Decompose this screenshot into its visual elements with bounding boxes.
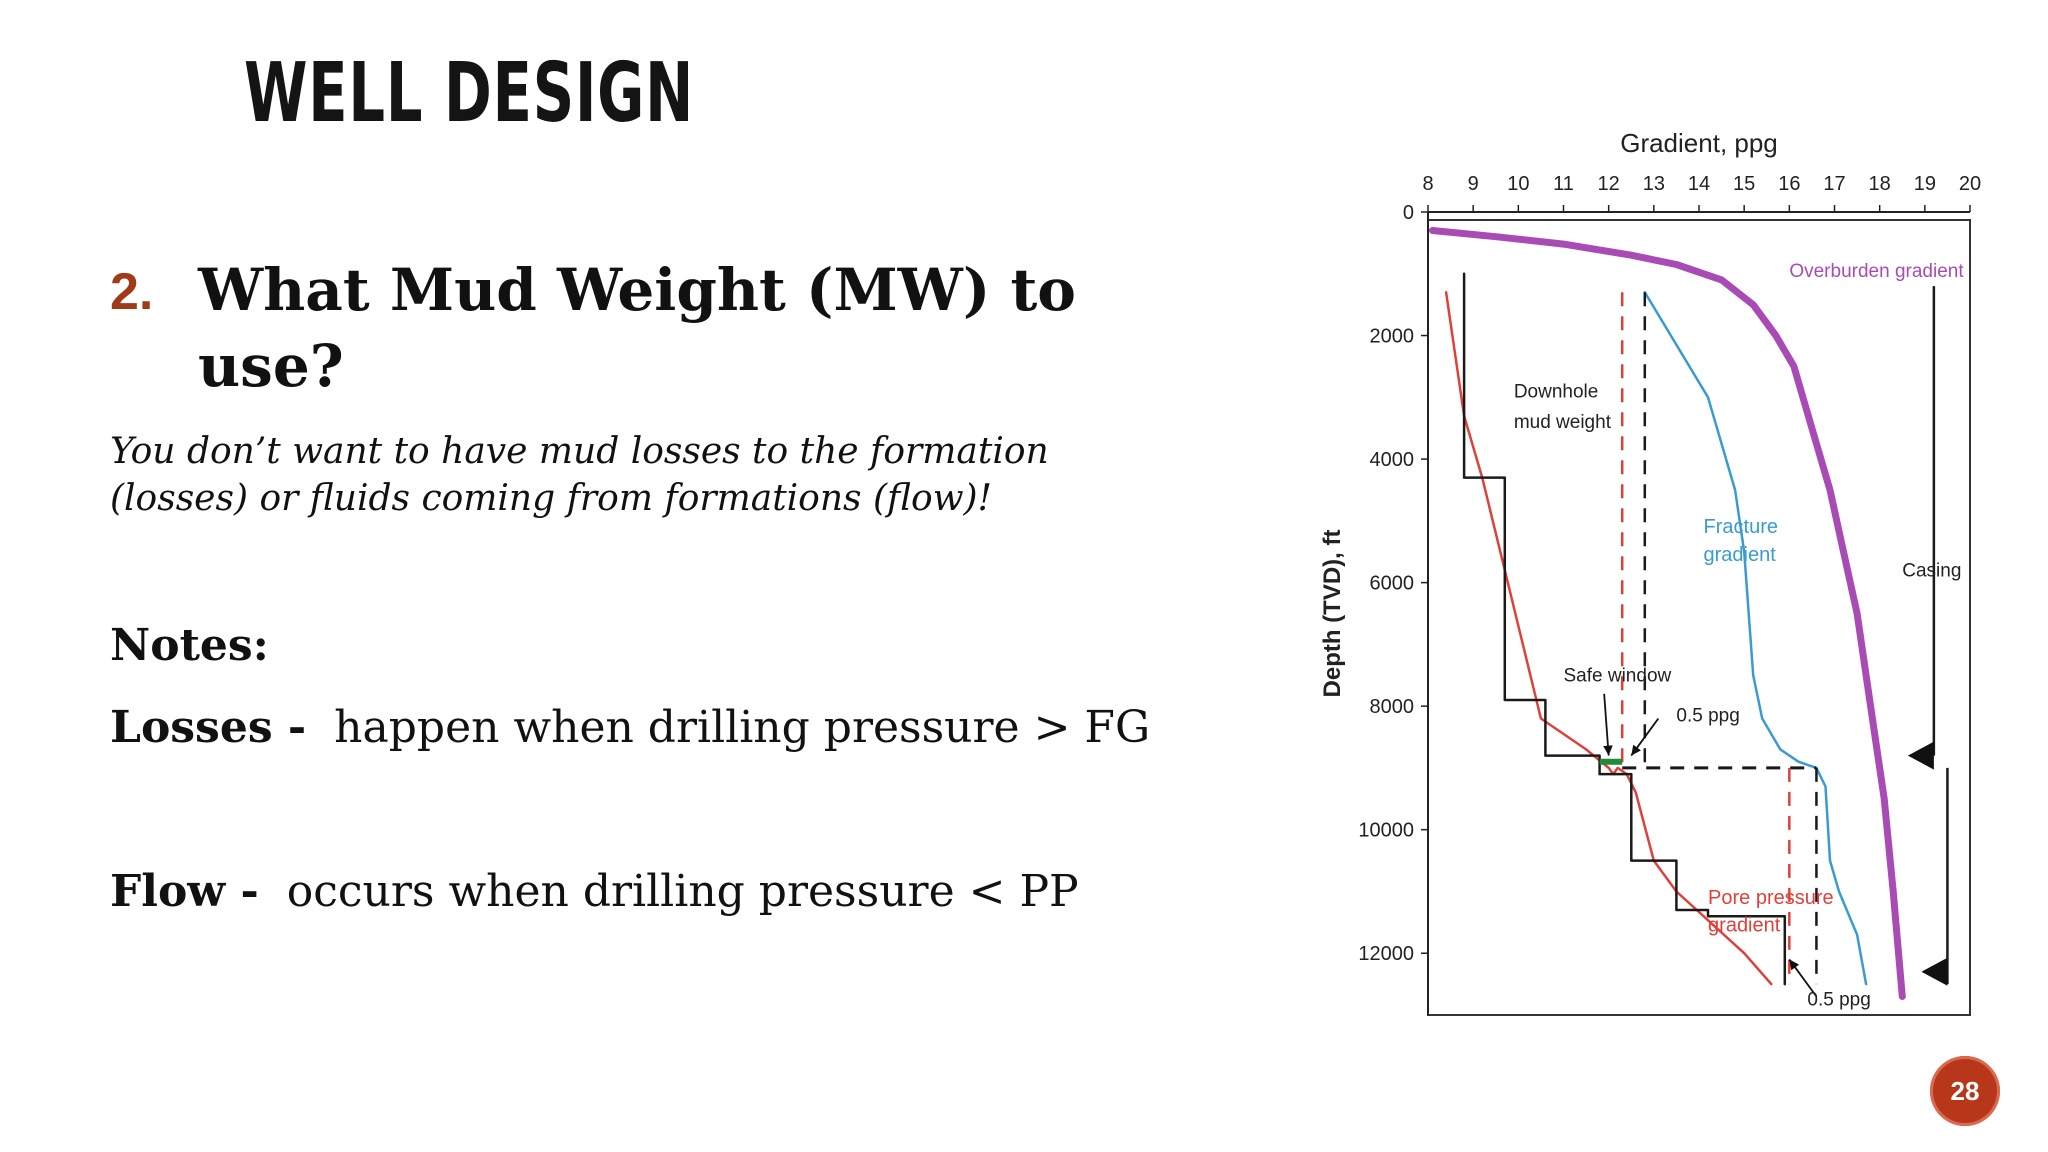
x-tick-label: 18: [1869, 173, 1891, 195]
safe-window-arrow-head: [1603, 745, 1613, 756]
overburden-gradient-line: [1429, 227, 1906, 1000]
notes-heading: Notes:: [110, 620, 269, 671]
x-tick-label: 11: [1553, 173, 1574, 195]
fracture-gradient-line: [1643, 291, 1868, 986]
y-axis-title: Depth (TVD), ft: [1319, 530, 1346, 698]
y-tick-label: 8000: [1370, 696, 1415, 718]
flow-text: occurs when drilling pressure < PP: [286, 866, 1079, 917]
plot-frame: [1427, 219, 1971, 1016]
x-tick-label: 19: [1914, 173, 1936, 195]
x-tick-label: 8: [1422, 173, 1433, 195]
y-tick-label: 4000: [1370, 449, 1415, 471]
upper-margin-arrow-head: [1631, 744, 1641, 756]
lower-margin-arrow-head: [1789, 959, 1800, 971]
flow-note: Flow - occurs when drilling pressure < P…: [110, 866, 1079, 917]
annotation-0-5-ppg: 0.5 ppg: [1807, 990, 1870, 1011]
x-tick-label: 16: [1778, 173, 1800, 195]
x-tick-label: 15: [1733, 173, 1755, 195]
annotation-pore-pressure: Pore pressure: [1708, 887, 1834, 909]
losses-text: happen when drilling pressure > FG: [334, 702, 1151, 753]
x-tick-label: 20: [1959, 173, 1981, 195]
losses-note: Losses - happen when drilling pressure >…: [110, 702, 1150, 753]
x-tick-label: 10: [1507, 173, 1529, 195]
page-number-badge: 28: [1930, 1056, 2000, 1126]
annotation-downhole: Downhole: [1514, 381, 1599, 402]
chart-labels-layer: Overburden gradient Downhole mud weight Fra…: [1514, 261, 1965, 1011]
annotation-mud-weight: mud weight: [1514, 412, 1612, 433]
point-question: What Mud Weight (MW) to use?: [198, 256, 1076, 400]
losses-term: Losses -: [110, 702, 307, 753]
safe-window-arrow: [1603, 693, 1610, 756]
point-subtext: You don’t want to have mud losses to the…: [110, 431, 1049, 519]
point-number: 2.: [110, 263, 154, 321]
y-tick-label: 6000: [1370, 573, 1415, 595]
annotation-0-5-ppg: 0.5 ppg: [1676, 706, 1739, 727]
slide-title: WELL DESIGN: [244, 46, 695, 141]
downhole-mud-weight-line: [1462, 272, 1787, 986]
chart-series-layer: [1429, 227, 1949, 1000]
annotation-fracture: Fracture: [1704, 516, 1778, 538]
y-tick-label: 2000: [1370, 326, 1415, 348]
annotation-safe-window: Safe window: [1564, 665, 1672, 686]
annotation-gradient: gradient: [1708, 915, 1781, 937]
x-tick-label: 14: [1688, 173, 1710, 195]
x-tick-label: 17: [1823, 173, 1845, 195]
casing-shoe-lower: [1921, 957, 1948, 986]
gradient-depth-chart: 8 9 10 11 12 13 14 15 16 17 18 19 20 0 2000 4000 6000 800…: [1319, 128, 1981, 1016]
annotation-casing: Casing: [1902, 560, 1961, 581]
casing-shoe-upper: [1907, 741, 1934, 770]
x-tick-label: 13: [1643, 173, 1665, 195]
y-tick-label: 12000: [1358, 943, 1414, 965]
flow-term: Flow -: [110, 866, 259, 917]
chart-static-marks: 8 9 10 11 12 13 14 15 16 17 18 19 20 0 2000 4000 6000 800…: [1319, 128, 1981, 1016]
x-axis-title: Gradient, ppg: [1620, 128, 1778, 158]
x-tick-label: 12: [1598, 173, 1620, 195]
pore-pressure-gradient-line: [1444, 291, 1773, 986]
y-tick-label: 10000: [1358, 820, 1414, 842]
annotation-gradient: gradient: [1704, 544, 1777, 566]
y-tick-label: 0: [1403, 202, 1414, 224]
x-tick-label: 9: [1468, 173, 1479, 195]
annotation-overburden-gradient: Overburden gradient: [1789, 261, 1964, 282]
